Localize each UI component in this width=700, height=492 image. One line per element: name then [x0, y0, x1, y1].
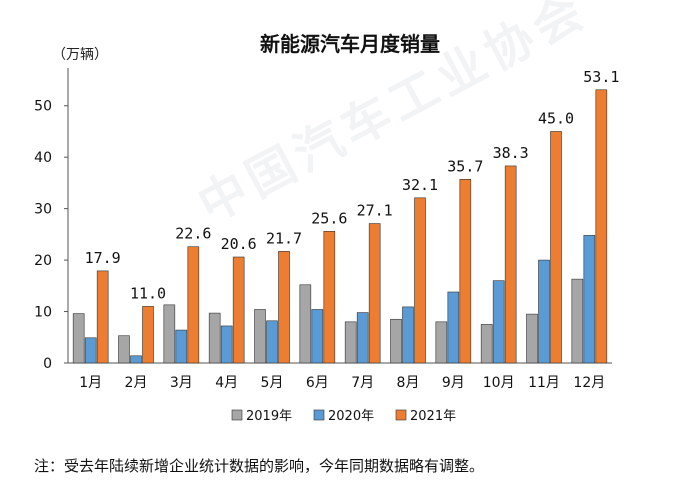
bar-2021年-8月 [414, 197, 426, 364]
bar-2019年-10月 [480, 324, 493, 364]
x-tick-label: 8月 [397, 375, 420, 391]
bar-2021年-4月 [232, 256, 245, 364]
bar-2021年-1月 [96, 270, 109, 364]
y-tick-label: 30 [34, 202, 52, 218]
x-tick-label: 7月 [351, 375, 374, 391]
legend-swatch-2019年 [231, 409, 243, 421]
bar-2021年-11月 [550, 131, 562, 364]
chart-title: 新能源汽车月度销量 [260, 32, 440, 56]
bar-2019年-7月 [344, 321, 357, 364]
bar-2020年-11月 [538, 259, 550, 364]
x-tick-label: 9月 [442, 375, 465, 391]
bar-2020年-9月 [447, 291, 460, 364]
bar-2020年-7月 [356, 312, 369, 364]
bar-2020年-1月 [84, 337, 97, 364]
x-tick-label: 11月 [528, 375, 560, 391]
bar-2019年-11月 [526, 313, 538, 364]
legend-swatch-2021年 [395, 409, 407, 421]
x-tick-label: 2月 [125, 375, 148, 391]
y-tick-label: 40 [34, 150, 52, 166]
x-tick-label: 5月 [261, 375, 284, 391]
y-tick-label: 10 [34, 305, 52, 321]
bar-2019年-8月 [390, 318, 402, 364]
y-axis-unit-label: （万辆） [52, 47, 108, 63]
data-label: 53.1 [583, 68, 619, 86]
data-label: 35.7 [447, 157, 483, 175]
bar-2019年-12月 [571, 278, 584, 364]
y-tick-label: 20 [34, 253, 52, 269]
bar-2021年-5月 [278, 251, 290, 364]
bar-2019年-4月 [208, 312, 221, 364]
data-label: 27.1 [357, 202, 393, 220]
bar-2021年-7月 [368, 223, 381, 364]
x-tick-label: 3月 [170, 375, 193, 391]
data-label: 21.7 [266, 229, 302, 247]
legend-swatch-2020年 [313, 409, 325, 421]
data-label: 22.6 [175, 225, 211, 243]
bar-2020年-2月 [130, 355, 142, 364]
bar-2019年-3月 [163, 304, 176, 364]
bar-2021年-3月 [187, 246, 200, 364]
bar-2020年-5月 [266, 320, 278, 364]
data-label: 32.1 [402, 176, 438, 194]
x-tick-label: 1月 [79, 375, 102, 391]
bar-2020年-12月 [583, 235, 596, 364]
footnote: 注：受去年陆续新增企业统计数据的影响，今年同期数据略有调整。 [34, 457, 485, 475]
data-label: 25.6 [311, 209, 347, 227]
bar-2019年-5月 [254, 309, 266, 364]
bar-2021年-2月 [142, 306, 154, 364]
bar-2020年-10月 [492, 280, 505, 364]
bar-2019年-6月 [299, 284, 312, 364]
x-tick-label: 10月 [483, 375, 515, 391]
bar-2020年-3月 [175, 329, 188, 364]
x-tick-label: 12月 [573, 375, 605, 391]
x-tick-label: 6月 [306, 375, 329, 391]
bar-2020年-6月 [311, 309, 324, 364]
y-tick-label: 50 [34, 99, 52, 115]
data-label: 20.6 [221, 235, 257, 253]
bar-2021年-12月 [595, 89, 608, 364]
bar-2019年-9月 [435, 321, 448, 364]
legend-label: 2020年 [328, 409, 374, 424]
x-tick-label: 4月 [215, 375, 238, 391]
y-tick-label: 0 [43, 356, 52, 372]
legend-label: 2019年 [246, 409, 292, 424]
bar-2019年-1月 [72, 313, 85, 364]
bar-2021年-6月 [323, 230, 336, 364]
bar-2020年-8月 [402, 306, 414, 364]
bar-2021年-10月 [504, 165, 517, 364]
bar-2020年-4月 [220, 325, 233, 364]
bar-2021年-9月 [459, 179, 472, 364]
data-label: 17.9 [85, 249, 121, 267]
data-label: 11.0 [130, 284, 166, 302]
data-label: 38.3 [493, 144, 529, 162]
data-label: 45.0 [538, 109, 574, 127]
legend-label: 2021年 [410, 409, 456, 424]
bar-2019年-2月 [118, 335, 130, 364]
